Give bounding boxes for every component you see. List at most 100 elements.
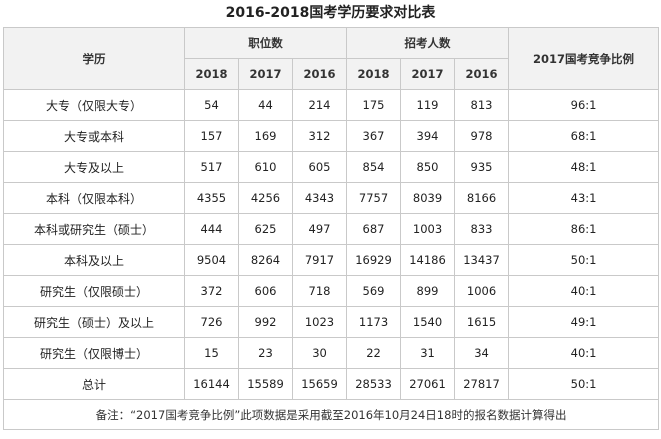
table-body: 大专（仅限大专） 54 44 214 175 119 813 96:1 大专或本科 157 169 3… [3, 89, 660, 400]
cell-applicants: 935 [454, 151, 510, 183]
cell-positions: 8264 [238, 244, 293, 276]
cell-positions: 372 [184, 275, 239, 307]
cell-positions: 30 [291, 337, 348, 369]
cell-education: 大专及以上 [3, 151, 185, 183]
cell-ratio: 86:1 [508, 213, 660, 245]
cell-positions: 15 [184, 337, 239, 369]
cell-applicants: 833 [454, 213, 510, 245]
cell-applicants: 7757 [346, 182, 402, 214]
cell-applicants: 1003 [400, 213, 456, 245]
cell-positions: 54 [184, 89, 239, 121]
header-applicants-year: 2016 [454, 58, 510, 90]
cell-positions: 1023 [291, 306, 348, 338]
cell-applicants: 119 [400, 89, 456, 121]
cell-ratio: 96:1 [508, 89, 660, 121]
cell-applicants: 978 [454, 120, 510, 152]
cell-positions: 44 [238, 89, 293, 121]
cell-applicants: 1173 [346, 306, 402, 338]
cell-positions: 7917 [291, 244, 348, 276]
header-row-years: 2018 2017 2016 2018 2017 2016 [4, 58, 659, 90]
cell-applicants: 394 [400, 120, 456, 152]
cell-applicants: 31 [400, 337, 456, 369]
cell-positions: 605 [291, 151, 348, 183]
header-ratio: 2017国考竞争比例 [508, 27, 660, 90]
cell-ratio: 49:1 [508, 306, 660, 338]
cell-applicants: 175 [346, 89, 402, 121]
table-title: 2016-2018国考学历要求对比表 [225, 5, 436, 21]
cell-positions: 610 [238, 151, 293, 183]
cell-applicants: 28533 [346, 368, 402, 400]
cell-education: 本科或研究生（硕士） [3, 213, 185, 245]
cell-applicants: 569 [346, 275, 402, 307]
table-note: 备注：“2017国考竞争比例”此项数据是采用截至2016年10月24日18时的报… [2, 399, 660, 430]
cell-education: 研究生（硕士）及以上 [3, 306, 185, 338]
table-row: 总计 16144 15589 15659 28533 27061 27817 50:1 [3, 368, 660, 400]
header-positions-year: 2016 [291, 58, 348, 90]
cell-positions: 157 [184, 120, 239, 152]
header-applicants: 招考人数 [346, 27, 510, 59]
cell-positions: 718 [291, 275, 348, 307]
cell-positions: 444 [184, 213, 239, 245]
cell-applicants: 8166 [454, 182, 510, 214]
cell-positions: 214 [291, 89, 348, 121]
header-applicants-year: 2017 [400, 58, 456, 90]
cell-ratio: 50:1 [508, 244, 660, 276]
cell-ratio: 40:1 [508, 275, 660, 307]
cell-applicants: 14186 [400, 244, 456, 276]
cell-applicants: 1540 [400, 306, 456, 338]
cell-education: 总计 [3, 368, 185, 400]
cell-applicants: 16929 [346, 244, 402, 276]
cell-applicants: 1615 [454, 306, 510, 338]
header-row-main: 学历 职位数 招考人数 2017国考竞争比例 [3, 27, 660, 90]
table-row: 研究生（硕士）及以上 726 992 1023 1173 1540 1615 49:1 [3, 306, 660, 338]
cell-ratio: 68:1 [508, 120, 660, 152]
header-positions-year: 2017 [238, 58, 293, 90]
cell-education: 研究生（仅限博士） [3, 337, 185, 369]
header-positions: 职位数 [183, 27, 348, 59]
cell-education: 研究生（仅限硕士） [3, 275, 185, 307]
cell-ratio: 48:1 [508, 151, 660, 183]
cell-applicants: 27061 [400, 368, 456, 400]
table-row: 研究生（仅限博士） 15 23 30 22 31 34 40:1 [3, 337, 660, 369]
cell-positions: 992 [238, 306, 293, 338]
cell-applicants: 1006 [454, 275, 510, 307]
table-row: 大专或本科 157 169 312 367 394 978 68:1 [3, 120, 660, 152]
cell-positions: 517 [184, 151, 239, 183]
cell-positions: 606 [238, 275, 293, 307]
cell-applicants: 813 [454, 89, 510, 121]
cell-applicants: 367 [346, 120, 402, 152]
cell-positions: 4256 [238, 182, 293, 214]
cell-positions: 23 [238, 337, 293, 369]
cell-applicants: 899 [400, 275, 456, 307]
note-row: 备注：“2017国考竞争比例”此项数据是采用截至2016年10月24日18时的报… [2, 399, 660, 430]
cell-education: 大专（仅限大专） [3, 89, 185, 121]
cell-positions: 4355 [184, 182, 239, 214]
cell-positions: 16144 [184, 368, 239, 400]
table-row: 本科及以上 9504 8264 7917 16929 14186 13437 50:1 [3, 244, 660, 276]
cell-applicants: 854 [346, 151, 402, 183]
cell-ratio: 50:1 [508, 368, 660, 400]
cell-applicants: 13437 [454, 244, 510, 276]
table-row: 本科（仅限本科） 4355 4256 4343 7757 8039 8166 43:1 [3, 182, 660, 214]
header-education: 学历 [3, 27, 185, 90]
cell-positions: 15659 [291, 368, 348, 400]
cell-education: 本科（仅限本科） [3, 182, 185, 214]
comparison-table: 学历 职位数 招考人数 2017国考竞争比例 2018 2017 2016 20… [2, 27, 660, 430]
header-applicants-year: 2018 [346, 58, 402, 90]
cell-applicants: 27817 [454, 368, 510, 400]
cell-positions: 169 [238, 120, 293, 152]
cell-applicants: 850 [400, 151, 456, 183]
cell-applicants: 34 [454, 337, 510, 369]
cell-education: 大专或本科 [3, 120, 185, 152]
cell-positions: 726 [184, 306, 239, 338]
cell-positions: 625 [238, 213, 293, 245]
cell-positions: 9504 [184, 244, 239, 276]
cell-ratio: 40:1 [508, 337, 660, 369]
cell-applicants: 22 [346, 337, 402, 369]
table-row: 本科或研究生（硕士） 444 625 497 687 1003 833 86:1 [3, 213, 660, 245]
cell-education: 本科及以上 [3, 244, 185, 276]
cell-applicants: 8039 [400, 182, 456, 214]
header-positions-year: 2018 [184, 58, 239, 90]
table-row: 研究生（仅限硕士） 372 606 718 569 899 1006 40:1 [3, 275, 660, 307]
